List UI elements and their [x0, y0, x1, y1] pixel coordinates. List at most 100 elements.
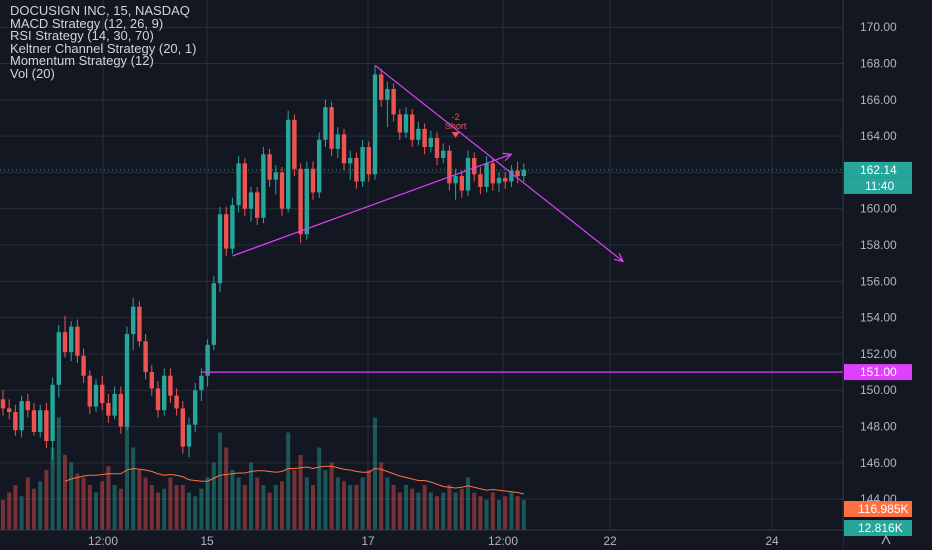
- time-axis-background: [0, 530, 843, 550]
- volume-bar: [472, 492, 477, 530]
- candle-body: [441, 150, 446, 158]
- signal-sublabel: Short: [445, 121, 467, 131]
- volume-bar: [373, 417, 377, 530]
- candle-body: [217, 214, 223, 284]
- volume-bar: [249, 462, 253, 530]
- legend-indicator-keltner[interactable]: Keltner Channel Strategy (20, 1): [10, 40, 197, 56]
- time-tick-label: 12:00: [88, 534, 118, 548]
- candle-body: [372, 74, 378, 175]
- candle-body: [403, 114, 409, 133]
- volume-last-value: 12.816K: [858, 521, 903, 535]
- candle-body: [341, 134, 347, 164]
- volume-bar: [515, 496, 520, 530]
- candle-body: [366, 147, 371, 175]
- volume-bar: [453, 492, 458, 530]
- candle-body: [224, 214, 229, 249]
- last-price-value: 162.14: [860, 163, 897, 177]
- time-tick-label: 15: [200, 534, 214, 548]
- volume-bar: [521, 500, 526, 530]
- price-axis[interactable]: 144.00146.00148.00150.00152.00154.00156.…: [842, 0, 932, 550]
- candle-body: [211, 283, 216, 345]
- candle-body: [397, 114, 402, 133]
- candle-body: [248, 192, 254, 209]
- price-tick-label: 152.00: [860, 347, 897, 361]
- candle-body: [521, 169, 526, 177]
- volume-bar: [50, 447, 55, 530]
- volume-bar: [503, 496, 508, 530]
- legend-indicator-momentum[interactable]: Momentum Strategy (12): [10, 53, 154, 68]
- volume-bar: [354, 485, 359, 530]
- volume-bar: [162, 488, 167, 530]
- candle-body: [87, 375, 92, 407]
- volume-bar: [32, 488, 36, 530]
- candle-body: [143, 341, 148, 373]
- candle-body: [465, 157, 471, 191]
- candle-body: [106, 402, 111, 416]
- volume-bar: [69, 462, 74, 530]
- volume-bar: [63, 455, 67, 530]
- volume-bar: [81, 477, 86, 530]
- volume-bar: [125, 417, 129, 530]
- volume-bar: [286, 432, 291, 530]
- candle-body: [0, 399, 6, 409]
- volume-bar: [156, 492, 160, 530]
- legend-indicator-volume[interactable]: Vol (20): [10, 65, 55, 81]
- volume-bar: [416, 492, 421, 530]
- auto-scale-icon[interactable]: [881, 534, 891, 545]
- price-tick-label: 166.00: [860, 93, 897, 107]
- volume-bar: [410, 488, 415, 530]
- volume-ma-value: 116.985K: [858, 502, 909, 516]
- price-tick-label: 164.00: [860, 129, 897, 143]
- level-price-value: 151.00: [860, 365, 897, 379]
- candle-body: [416, 128, 421, 140]
- candle-body: [292, 119, 297, 169]
- volume-bar: [236, 477, 241, 530]
- candle-body: [174, 395, 179, 409]
- price-tick-label: 146.00: [860, 456, 897, 470]
- volume-bar: [509, 492, 514, 530]
- price-tick-label: 150.00: [860, 383, 897, 397]
- legend-indicator-macd[interactable]: MACD Strategy (12, 26, 9): [10, 15, 164, 31]
- volume-bar: [466, 477, 470, 530]
- volume-bar: [180, 485, 185, 530]
- volume-bar: [168, 477, 173, 530]
- volume-bar: [379, 462, 384, 530]
- support-trendline[interactable]: [232, 153, 512, 257]
- candle-body: [490, 163, 495, 184]
- candle-body: [13, 412, 18, 431]
- volume-bar: [311, 485, 315, 530]
- signal-label: -2: [452, 112, 460, 122]
- time-axis[interactable]: 12:00 15 17 12:00 22 24: [0, 529, 891, 550]
- candle-body: [428, 137, 433, 148]
- volume-bar: [478, 496, 483, 530]
- level-price-tag[interactable]: [844, 364, 912, 381]
- volume-bar: [187, 492, 191, 530]
- candle-body: [434, 137, 440, 158]
- resistance-trendline[interactable]: [374, 64, 624, 262]
- resistance-trendline-arrowhead[interactable]: [614, 253, 625, 263]
- volume-bar: [317, 447, 322, 530]
- candle-body: [478, 174, 483, 187]
- legend-indicator-rsi[interactable]: RSI Strategy (14, 30, 70): [10, 28, 154, 43]
- price-axis-background: [843, 0, 932, 550]
- volume-bar: [323, 470, 328, 530]
- volume-bar: [292, 470, 297, 530]
- volume-last-tag: [844, 520, 912, 536]
- volume-bar: [273, 485, 278, 530]
- volume-bar: [242, 485, 247, 530]
- volume-bar: [428, 492, 433, 530]
- candle-body: [168, 375, 173, 396]
- candle-body: [447, 150, 452, 184]
- volume-bar: [280, 481, 284, 530]
- volume-bar: [205, 477, 210, 530]
- volume-bar: [348, 485, 353, 530]
- support-trendline-arrowhead[interactable]: [502, 152, 513, 162]
- candle-body: [205, 344, 210, 376]
- volume-bar: [224, 447, 229, 530]
- candle-body: [459, 176, 464, 191]
- volume-bar: [87, 485, 92, 530]
- legend-title[interactable]: DOCUSIGN INC, 15, NASDAQ: [10, 3, 190, 18]
- candle-body: [199, 375, 204, 391]
